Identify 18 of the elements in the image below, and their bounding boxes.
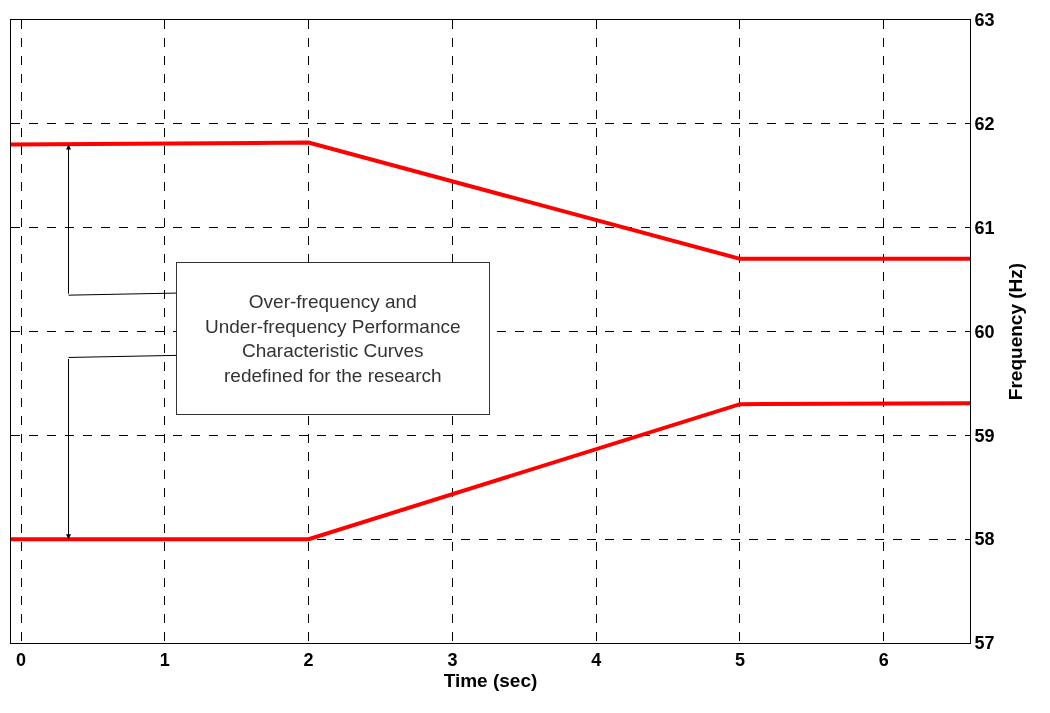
x-tick-label: 2 bbox=[303, 649, 314, 670]
picture-callout: Over-frequency and Under-frequency Performance Characteristic Curves redefined for the research bbox=[176, 262, 490, 415]
y-tick-label: 63 bbox=[974, 10, 995, 31]
y-tick-label: 61 bbox=[974, 217, 995, 238]
x-axis-title: Time (sec) bbox=[443, 669, 538, 691]
x-tick-label: 3 bbox=[447, 649, 458, 670]
annotation: Over-frequency and Under-frequency Performance Characteristic Curves redefined for the research bbox=[205, 291, 461, 387]
x-tick-label: 1 bbox=[159, 649, 170, 670]
y-tick-label: 60 bbox=[974, 321, 995, 342]
x-tick-label: 0 bbox=[16, 649, 27, 670]
y-tick-label: 59 bbox=[974, 425, 995, 446]
y-tick-label: 62 bbox=[974, 114, 995, 135]
x-tick-label: 4 bbox=[591, 649, 602, 670]
y-axis-title: Frequency (Hz) bbox=[1005, 262, 1027, 401]
y-tick-label: 58 bbox=[974, 529, 995, 550]
y-tick-label: 57 bbox=[974, 633, 995, 654]
x-tick-label: 5 bbox=[734, 649, 745, 670]
x-tick-label: 6 bbox=[878, 649, 889, 670]
